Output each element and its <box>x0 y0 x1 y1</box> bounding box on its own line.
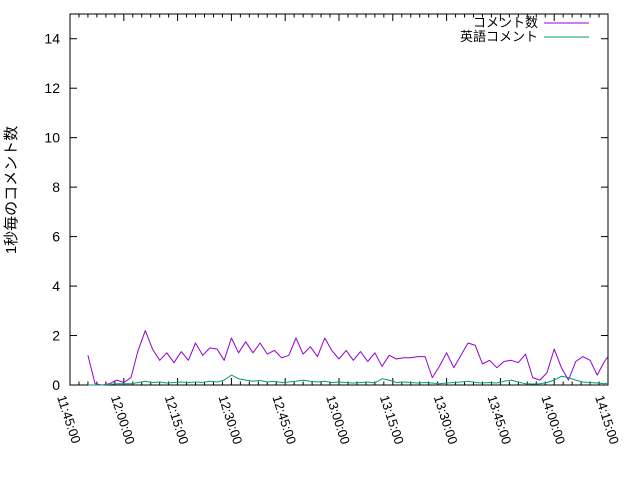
axes <box>69 13 609 386</box>
legend-label-1: 英語コメント <box>460 29 538 44</box>
x-tick-label: 12:45:00 <box>269 393 299 446</box>
x-tick-label: 14:15:00 <box>592 393 622 446</box>
x-tick-label: 12:15:00 <box>162 393 192 446</box>
axis-ticks <box>69 14 609 386</box>
y-tick-label: 10 <box>44 130 60 146</box>
y-tick-label: 6 <box>52 229 60 245</box>
y-tick-label: 4 <box>52 278 60 294</box>
plot-border <box>69 13 609 386</box>
data-series <box>87 330 609 386</box>
x-tick-label: 12:30:00 <box>216 393 246 446</box>
x-tick-label: 13:15:00 <box>377 393 407 446</box>
y-tick-label: 12 <box>44 80 60 96</box>
x-tick-label: 14:00:00 <box>538 393 568 446</box>
x-axis-tick-labels: 11:45:00 12:00:00 12:15:00 12:30:00 12:45:00… <box>54 393 622 446</box>
y-axis-tick-labels: 0 2 4 6 8 10 12 14 <box>44 31 60 393</box>
y-tick-label: 14 <box>44 31 60 47</box>
x-tick-label: 13:30:00 <box>431 393 461 446</box>
x-tick-label: 13:00:00 <box>323 393 353 446</box>
series-line-1 <box>87 374 609 386</box>
x-tick-label: 11:45:00 <box>54 393 84 445</box>
y-tick-label: 0 <box>52 377 60 393</box>
series-line-0 <box>87 330 609 386</box>
y-axis-label: 1秒毎のコメント数 <box>3 126 20 254</box>
y-tick-label: 8 <box>52 179 60 195</box>
x-tick-label: 13:45:00 <box>485 393 515 446</box>
legend-label-0: コメント数 <box>473 15 538 30</box>
y-tick-label: 2 <box>52 328 60 344</box>
x-tick-label: 12:00:00 <box>108 393 138 446</box>
